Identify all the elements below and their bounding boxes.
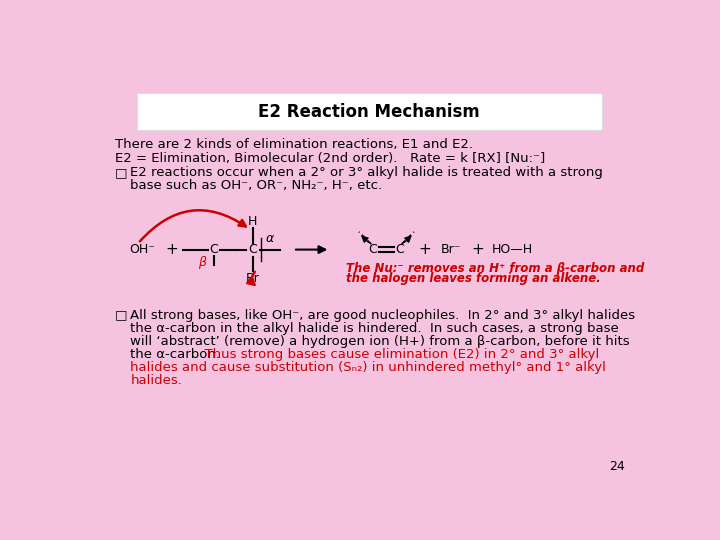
Text: halides.: halides. bbox=[130, 374, 182, 387]
Text: the α-carbon in the alkyl halide is hindered.  In such cases, a strong base: the α-carbon in the alkyl halide is hind… bbox=[130, 322, 619, 335]
Text: C: C bbox=[248, 243, 257, 256]
Text: HO—H: HO—H bbox=[492, 243, 533, 256]
Text: E2 reactions occur when a 2° or 3° alkyl halide is treated with a strong: E2 reactions occur when a 2° or 3° alkyl… bbox=[130, 166, 603, 179]
Text: E2 Reaction Mechanism: E2 Reaction Mechanism bbox=[258, 103, 480, 121]
Text: will ‘abstract’ (remove) a hydrogen ion (H+) from a β-carbon, before it hits: will ‘abstract’ (remove) a hydrogen ion … bbox=[130, 335, 630, 348]
Text: halides and cause substitution (Sₙ₂) in unhindered methyl° and 1° alkyl: halides and cause substitution (Sₙ₂) in … bbox=[130, 361, 606, 374]
Text: C: C bbox=[395, 243, 405, 256]
Text: the halogen leaves forming an alkene.: the halogen leaves forming an alkene. bbox=[346, 272, 600, 285]
Text: +: + bbox=[471, 242, 484, 257]
Text: base such as OH⁻, OR⁻, NH₂⁻, H⁻, etc.: base such as OH⁻, OR⁻, NH₂⁻, H⁻, etc. bbox=[130, 179, 382, 192]
Text: The Nu:⁻ removes an H⁺ from a β-carbon and: The Nu:⁻ removes an H⁺ from a β-carbon a… bbox=[346, 262, 644, 275]
Text: the α-carbon.: the α-carbon. bbox=[130, 348, 220, 361]
Text: E2 = Elimination, Bimolecular (2nd order).   Rate = k [RX] [Nu:⁻]: E2 = Elimination, Bimolecular (2nd order… bbox=[114, 152, 545, 165]
Text: +: + bbox=[165, 242, 178, 257]
Text: All strong bases, like OH⁻, are good nucleophiles.  In 2° and 3° alkyl halides: All strong bases, like OH⁻, are good nuc… bbox=[130, 308, 636, 321]
Text: α: α bbox=[266, 232, 274, 245]
Text: Br⁻: Br⁻ bbox=[441, 243, 461, 256]
Text: □: □ bbox=[114, 308, 127, 321]
Text: +: + bbox=[418, 242, 431, 257]
Text: β: β bbox=[197, 256, 206, 269]
Text: There are 2 kinds of elimination reactions, E1 and E2.: There are 2 kinds of elimination reactio… bbox=[114, 138, 473, 151]
FancyBboxPatch shape bbox=[137, 93, 601, 130]
Text: □: □ bbox=[114, 166, 127, 179]
Text: OH⁻: OH⁻ bbox=[129, 243, 155, 256]
Text: C: C bbox=[369, 243, 377, 256]
Text: Br: Br bbox=[246, 272, 260, 285]
Text: H: H bbox=[248, 215, 258, 228]
Text: Thus strong bases cause elimination (E2) in 2° and 3° alkyl: Thus strong bases cause elimination (E2)… bbox=[196, 348, 600, 361]
Text: 24: 24 bbox=[609, 460, 625, 473]
Text: C: C bbox=[210, 243, 218, 256]
